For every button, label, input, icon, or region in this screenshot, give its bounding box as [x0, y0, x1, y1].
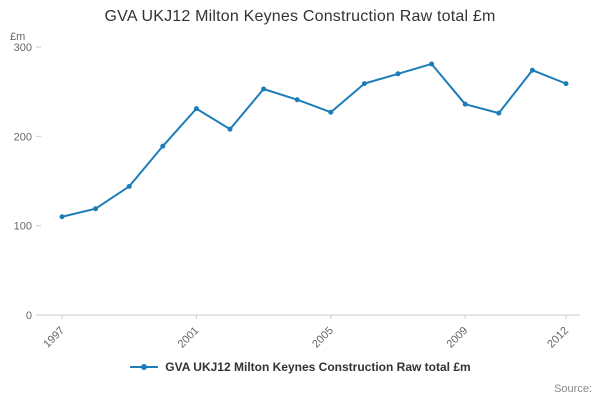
chart-title: GVA UKJ12 Milton Keynes Construction Raw… [104, 8, 496, 25]
svg-text:2009: 2009 [445, 325, 471, 351]
svg-text:2012: 2012 [545, 325, 571, 351]
svg-text:1997: 1997 [41, 325, 67, 351]
legend-label: GVA UKJ12 Milton Keynes Construction Raw… [165, 360, 471, 374]
svg-text:100: 100 [14, 221, 32, 233]
svg-text:200: 200 [14, 131, 32, 143]
svg-text:2001: 2001 [176, 325, 202, 351]
svg-text:0: 0 [26, 310, 32, 322]
svg-text:300: 300 [14, 42, 32, 54]
y-axis-unit-label: £m [10, 31, 26, 43]
legend-item[interactable]: GVA UKJ12 Milton Keynes Construction Raw… [0, 360, 600, 374]
line-chart-plot-area: 0 100 200 300 1997 2001 2005 2009 2012 [14, 42, 580, 351]
legend-line-icon [130, 364, 159, 370]
source-label: Source: [554, 383, 592, 395]
svg-text:2005: 2005 [310, 325, 336, 351]
